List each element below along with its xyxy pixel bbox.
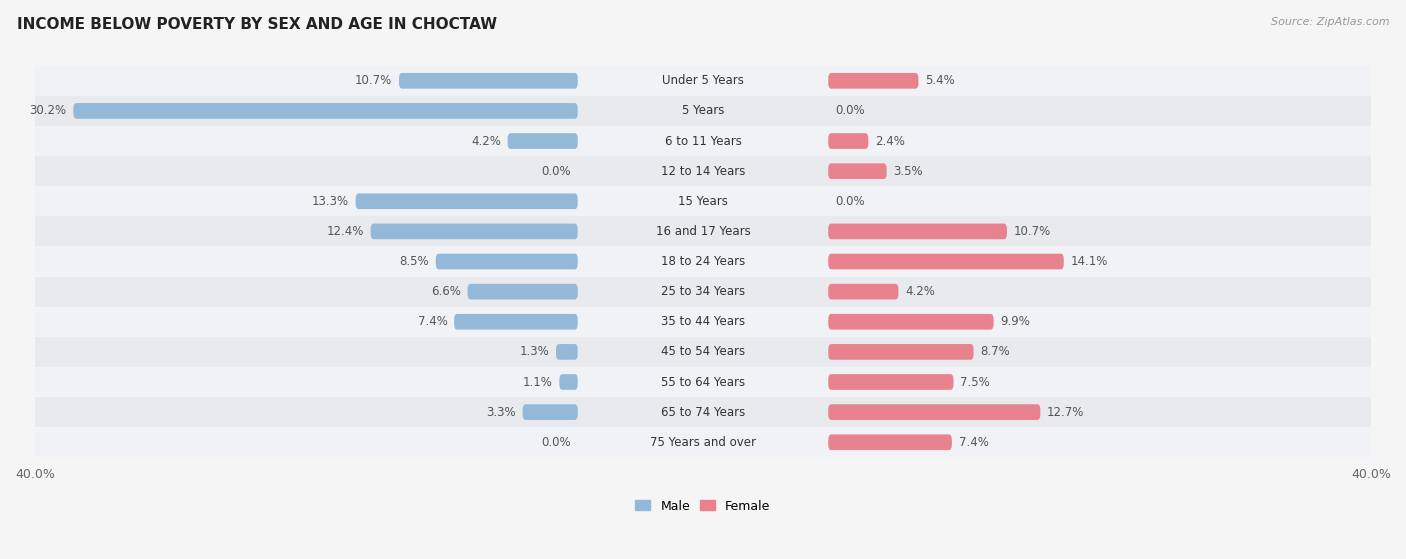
- FancyBboxPatch shape: [523, 404, 578, 420]
- Text: 12 to 14 Years: 12 to 14 Years: [661, 165, 745, 178]
- FancyBboxPatch shape: [828, 163, 887, 179]
- Text: 16 and 17 Years: 16 and 17 Years: [655, 225, 751, 238]
- Text: 1.3%: 1.3%: [520, 345, 550, 358]
- FancyBboxPatch shape: [828, 434, 952, 450]
- Text: 0.0%: 0.0%: [835, 105, 865, 117]
- FancyBboxPatch shape: [828, 404, 1040, 420]
- FancyBboxPatch shape: [371, 224, 578, 239]
- FancyBboxPatch shape: [356, 193, 578, 209]
- Text: 3.5%: 3.5%: [893, 165, 922, 178]
- FancyBboxPatch shape: [828, 133, 869, 149]
- Text: 13.3%: 13.3%: [312, 195, 349, 208]
- Text: 18 to 24 Years: 18 to 24 Years: [661, 255, 745, 268]
- FancyBboxPatch shape: [828, 73, 918, 89]
- Bar: [35, 156, 1371, 186]
- Text: 5.4%: 5.4%: [925, 74, 955, 87]
- Text: 7.5%: 7.5%: [960, 376, 990, 389]
- Text: 55 to 64 Years: 55 to 64 Years: [661, 376, 745, 389]
- FancyBboxPatch shape: [468, 284, 578, 300]
- FancyBboxPatch shape: [560, 374, 578, 390]
- Bar: [35, 427, 1371, 457]
- Text: 15 Years: 15 Years: [678, 195, 728, 208]
- Bar: [35, 337, 1371, 367]
- Text: 5 Years: 5 Years: [682, 105, 724, 117]
- Text: 65 to 74 Years: 65 to 74 Years: [661, 406, 745, 419]
- FancyBboxPatch shape: [555, 344, 578, 359]
- Bar: [35, 397, 1371, 427]
- Text: 8.5%: 8.5%: [399, 255, 429, 268]
- FancyBboxPatch shape: [73, 103, 578, 119]
- Bar: [35, 367, 1371, 397]
- Text: 10.7%: 10.7%: [356, 74, 392, 87]
- Text: 25 to 34 Years: 25 to 34 Years: [661, 285, 745, 298]
- FancyBboxPatch shape: [399, 73, 578, 89]
- Text: 0.0%: 0.0%: [835, 195, 865, 208]
- Text: 1.1%: 1.1%: [523, 376, 553, 389]
- Text: INCOME BELOW POVERTY BY SEX AND AGE IN CHOCTAW: INCOME BELOW POVERTY BY SEX AND AGE IN C…: [17, 17, 496, 32]
- FancyBboxPatch shape: [828, 344, 973, 359]
- FancyBboxPatch shape: [828, 314, 994, 330]
- Text: 0.0%: 0.0%: [541, 436, 571, 449]
- FancyBboxPatch shape: [828, 284, 898, 300]
- Bar: [35, 126, 1371, 156]
- FancyBboxPatch shape: [828, 254, 1064, 269]
- Text: 14.1%: 14.1%: [1070, 255, 1108, 268]
- Text: 6 to 11 Years: 6 to 11 Years: [665, 135, 741, 148]
- Legend: Male, Female: Male, Female: [630, 495, 776, 518]
- Text: 3.3%: 3.3%: [486, 406, 516, 419]
- Bar: [35, 216, 1371, 247]
- FancyBboxPatch shape: [436, 254, 578, 269]
- Text: Source: ZipAtlas.com: Source: ZipAtlas.com: [1271, 17, 1389, 27]
- Bar: [35, 247, 1371, 277]
- Text: 2.4%: 2.4%: [875, 135, 905, 148]
- FancyBboxPatch shape: [828, 224, 1007, 239]
- FancyBboxPatch shape: [508, 133, 578, 149]
- Text: 6.6%: 6.6%: [432, 285, 461, 298]
- Bar: [35, 66, 1371, 96]
- FancyBboxPatch shape: [454, 314, 578, 330]
- Text: 10.7%: 10.7%: [1014, 225, 1050, 238]
- Bar: [35, 96, 1371, 126]
- Text: 0.0%: 0.0%: [541, 165, 571, 178]
- Text: 4.2%: 4.2%: [905, 285, 935, 298]
- Text: 30.2%: 30.2%: [30, 105, 66, 117]
- Text: 75 Years and over: 75 Years and over: [650, 436, 756, 449]
- Text: 7.4%: 7.4%: [959, 436, 988, 449]
- Text: 4.2%: 4.2%: [471, 135, 501, 148]
- Text: 7.4%: 7.4%: [418, 315, 447, 328]
- Text: Under 5 Years: Under 5 Years: [662, 74, 744, 87]
- Text: 9.9%: 9.9%: [1000, 315, 1031, 328]
- Text: 45 to 54 Years: 45 to 54 Years: [661, 345, 745, 358]
- Text: 12.4%: 12.4%: [326, 225, 364, 238]
- Text: 12.7%: 12.7%: [1047, 406, 1084, 419]
- Bar: [35, 186, 1371, 216]
- Text: 8.7%: 8.7%: [980, 345, 1010, 358]
- FancyBboxPatch shape: [828, 374, 953, 390]
- Bar: [35, 277, 1371, 307]
- Bar: [35, 307, 1371, 337]
- Text: 35 to 44 Years: 35 to 44 Years: [661, 315, 745, 328]
